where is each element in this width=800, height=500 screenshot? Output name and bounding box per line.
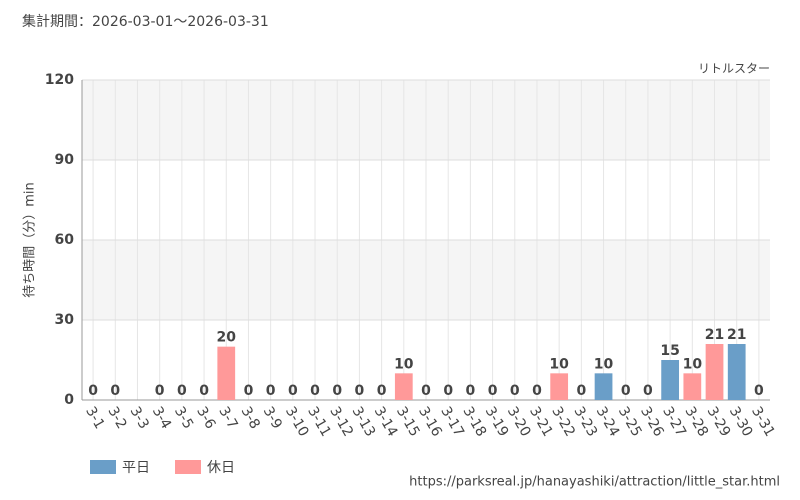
x-tick-label: 3-8 — [238, 404, 263, 432]
x-tick-label: 3-1 — [82, 404, 107, 432]
data-label: 0 — [754, 383, 764, 399]
data-label: 0 — [177, 383, 187, 399]
y-axis-label: 待ち時間（分）min — [23, 182, 38, 298]
y-tick-label: 30 — [55, 312, 75, 328]
bar — [683, 373, 702, 400]
bar — [594, 373, 613, 400]
data-label: 0 — [110, 383, 120, 399]
x-tick-label: 3-5 — [171, 404, 196, 432]
legend-label: 平日 — [122, 460, 150, 476]
data-label: 10 — [683, 356, 703, 372]
legend-label: 休日 — [207, 460, 235, 476]
x-tick-label: 3-3 — [127, 404, 152, 432]
bar — [550, 373, 569, 400]
data-label: 0 — [466, 383, 476, 399]
legend-swatch — [90, 460, 116, 474]
data-label: 0 — [421, 383, 431, 399]
chart-title: 集計期間：2026-03-01～2026-03-31 — [22, 13, 269, 30]
bar — [394, 373, 413, 400]
data-label: 0 — [532, 383, 542, 399]
y-tick-label: 60 — [55, 232, 75, 248]
data-label: 0 — [621, 383, 631, 399]
y-tick-label: 90 — [55, 152, 75, 168]
data-label: 0 — [88, 383, 98, 399]
source-url: https://parksreal.jp/hanayashiki/attract… — [409, 475, 780, 490]
x-tick-label: 3-2 — [104, 404, 129, 432]
data-label: 15 — [660, 343, 679, 359]
x-tick-label: 3-31 — [748, 404, 778, 440]
bar — [727, 344, 746, 400]
y-tick-label: 120 — [45, 72, 74, 88]
data-label: 10 — [549, 356, 569, 372]
data-label: 0 — [488, 383, 498, 399]
data-label: 0 — [288, 383, 298, 399]
x-tick-label: 3-9 — [260, 404, 285, 432]
data-label: 0 — [332, 383, 342, 399]
bar — [217, 346, 236, 400]
x-tick-label: 3-4 — [149, 404, 174, 432]
x-tick-label: 3-7 — [215, 404, 240, 432]
data-label: 20 — [217, 330, 237, 346]
data-label: 0 — [155, 383, 165, 399]
series-annotation: リトルスター — [698, 62, 770, 76]
data-label: 0 — [576, 383, 586, 399]
data-label: 21 — [705, 327, 724, 343]
data-label: 0 — [310, 383, 320, 399]
bar — [705, 344, 724, 400]
data-label: 10 — [394, 356, 414, 372]
bar — [661, 360, 680, 400]
data-label: 0 — [355, 383, 365, 399]
data-label: 10 — [594, 356, 614, 372]
data-label: 0 — [199, 383, 209, 399]
data-label: 0 — [443, 383, 453, 399]
data-label: 21 — [727, 327, 746, 343]
data-label: 0 — [377, 383, 387, 399]
data-label: 0 — [643, 383, 653, 399]
y-tick-label: 0 — [64, 392, 74, 408]
data-label: 0 — [266, 383, 276, 399]
data-label: 0 — [244, 383, 254, 399]
x-tick-label: 3-6 — [193, 404, 218, 432]
legend-swatch — [175, 460, 201, 474]
data-label: 0 — [510, 383, 520, 399]
